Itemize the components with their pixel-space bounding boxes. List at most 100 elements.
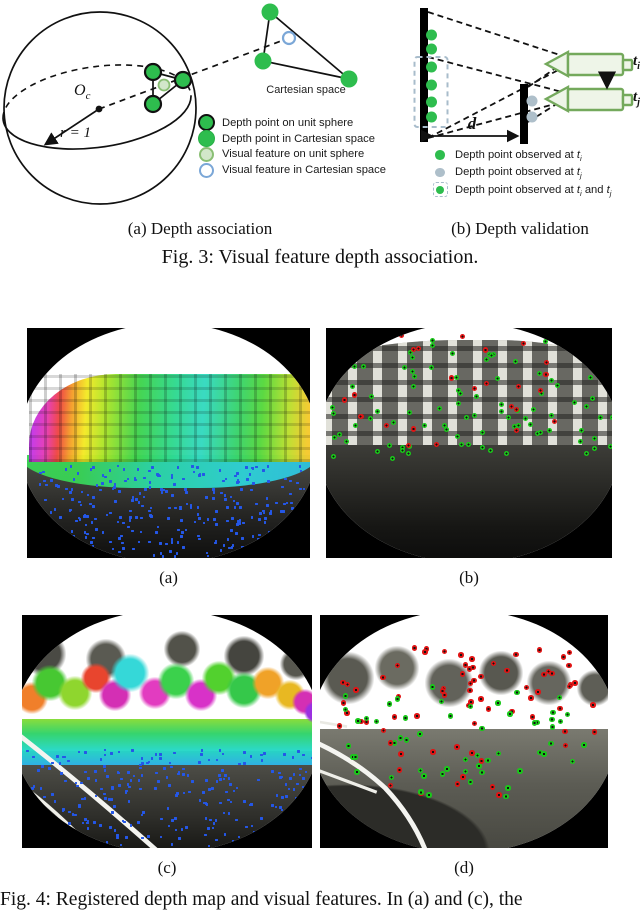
lidar-point	[170, 765, 174, 769]
lidar-point	[281, 831, 285, 834]
lidar-point	[230, 529, 233, 532]
lidar-point	[229, 495, 233, 499]
feature-marker	[517, 768, 523, 774]
lidar-point	[218, 774, 222, 777]
lidar-point	[91, 544, 95, 548]
feature-marker	[551, 418, 557, 424]
feature-marker	[401, 365, 407, 371]
lidar-point	[141, 836, 144, 840]
lidar-point	[67, 759, 70, 763]
lidar-point	[305, 806, 308, 810]
lidar-point	[280, 796, 284, 799]
lidar-point	[72, 548, 76, 551]
lidar-point	[156, 525, 160, 529]
visual-feature-cartesian	[281, 30, 297, 46]
lidar-point	[62, 808, 65, 811]
lidar-point	[303, 839, 306, 842]
feature-marker	[389, 455, 395, 461]
lidar-point	[124, 836, 128, 839]
lidar-point	[283, 753, 286, 756]
lidar-point	[177, 770, 181, 774]
feature-marker	[549, 716, 555, 723]
lidar-point	[197, 517, 201, 520]
lidar-point	[290, 501, 294, 505]
lidar-point	[267, 479, 270, 483]
lidar-point	[161, 555, 165, 558]
lidar-point	[284, 528, 287, 532]
lidar-point	[69, 464, 73, 468]
lidar-point	[129, 824, 133, 828]
lidar-point	[101, 474, 105, 477]
camera-ti-label: ti	[633, 53, 640, 72]
feature-marker	[572, 680, 578, 686]
lidar-point	[44, 519, 47, 523]
lidar-point	[147, 760, 151, 764]
lidar-point	[71, 535, 75, 538]
lidar-point	[85, 532, 89, 536]
lidar-point	[309, 817, 312, 821]
panel-label-a: (a)	[159, 568, 178, 587]
lidar-point	[103, 753, 107, 757]
feature-marker	[466, 666, 473, 672]
lidar-point	[94, 779, 98, 782]
lidar-point	[292, 787, 296, 791]
lidar-point	[86, 821, 89, 825]
lidar-point	[96, 554, 99, 557]
feature-marker	[508, 404, 514, 410]
lidar-point	[182, 791, 186, 795]
lidar-point	[230, 843, 234, 847]
lidar-point	[196, 466, 199, 469]
depth-point-on-sphere	[173, 70, 193, 90]
lidar-point	[286, 817, 289, 821]
lidar-point	[266, 552, 270, 556]
lidar-point	[79, 503, 83, 507]
lidar-point	[58, 827, 61, 830]
lidar-point	[48, 767, 51, 770]
feature-marker-layer	[326, 328, 612, 558]
lidar-point	[290, 544, 294, 547]
depth-point-in-cartesian-icon	[198, 130, 215, 148]
lidar-point	[300, 522, 303, 526]
lidar-point	[264, 517, 267, 520]
lidar-point	[297, 750, 300, 753]
lidar-point	[43, 479, 46, 483]
lidar-point	[134, 515, 138, 519]
feature-marker	[490, 660, 497, 667]
lidar-point	[269, 537, 273, 541]
lidar-point	[255, 502, 259, 506]
lidar-point	[227, 777, 231, 780]
lidar-point	[172, 483, 176, 486]
lidar-point	[53, 508, 57, 511]
lidar-point	[95, 528, 98, 531]
lidar-point	[269, 510, 273, 513]
lidar-point	[206, 554, 210, 558]
lidar-point	[129, 509, 132, 513]
lidar-point	[105, 841, 109, 844]
lidar-point	[224, 774, 227, 778]
lidar-point	[92, 505, 95, 508]
lidar-point	[166, 807, 170, 810]
lidar-point	[182, 773, 185, 776]
lidar-point	[32, 755, 35, 759]
lidar-point	[129, 516, 132, 519]
depth-validation-diagram	[413, 8, 634, 144]
feature-marker	[549, 724, 556, 730]
lidar-point	[152, 554, 156, 557]
feature-marker	[380, 727, 387, 734]
lidar-point	[159, 753, 163, 756]
feature-marker	[417, 731, 423, 737]
feature-marker	[442, 422, 448, 428]
feature-marker	[515, 423, 521, 429]
lidar-point	[176, 466, 180, 469]
feature-marker	[447, 713, 454, 719]
feature-marker	[357, 414, 363, 420]
feature-marker	[598, 414, 604, 420]
lidar-point	[222, 479, 225, 483]
lidar-point	[84, 523, 88, 527]
feature-marker	[478, 673, 484, 680]
lidar-point	[171, 494, 174, 498]
lidar-point	[158, 474, 162, 478]
lidar-point	[89, 555, 92, 558]
feature-marker	[353, 422, 359, 428]
lidar-point	[108, 469, 112, 472]
